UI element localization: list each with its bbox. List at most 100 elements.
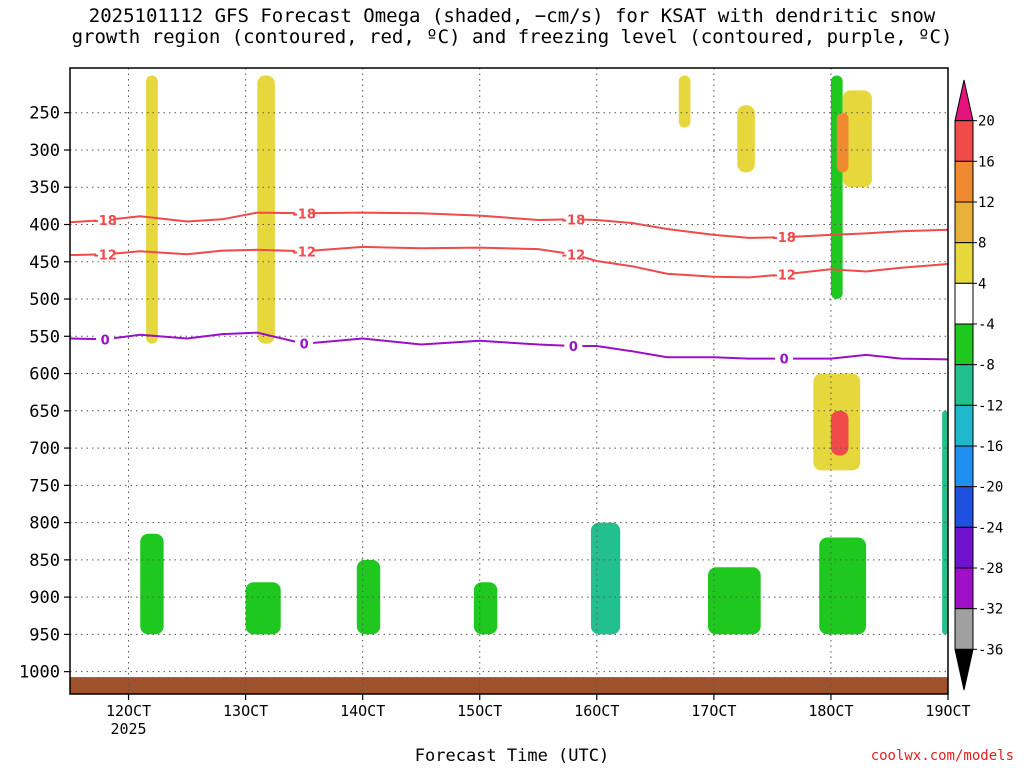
contour-label-0-0: 0 (101, 333, 110, 348)
colorbar-block-3 (954, 201, 974, 244)
contour--12 (69, 245, 949, 279)
omega-region-15 (842, 90, 872, 188)
contour-label-bg--12-0 (96, 247, 115, 262)
y-tick-label-15: 1000 (19, 663, 60, 683)
x-tick-label-4: 16OCT (574, 702, 619, 720)
y-tick-label-4: 450 (29, 253, 60, 273)
contour-label-bg-0-1 (295, 336, 314, 351)
contour-label-bg-0-3 (775, 351, 794, 366)
omega-region-16 (836, 112, 849, 173)
y-tick-label-5: 500 (29, 290, 60, 310)
contour-label-bg--18-3 (775, 230, 794, 245)
colorbar-label-0: 20 (978, 114, 995, 130)
colorbar-block-1 (954, 120, 974, 162)
omega-region-9 (456, 105, 469, 188)
y-tick-label-6: 550 (29, 327, 60, 347)
y-tick-label-3: 400 (29, 216, 60, 236)
x-tick-label-3: 15OCT (457, 702, 502, 720)
credit-link[interactable]: coolwx.com/models (870, 748, 1014, 764)
chart-title-line-2: growth region (contoured, red, ºC) and f… (71, 26, 953, 48)
x-tick-label-7: 19OCT (925, 702, 970, 720)
colorbar-block-13 (954, 608, 974, 650)
colorbar-block-14 (954, 648, 974, 691)
colorbar-block-6 (954, 323, 974, 366)
omega-region-13 (678, 75, 691, 128)
contour-label-bg--18-1 (295, 206, 314, 221)
omega-region-12 (257, 75, 275, 344)
colorbar-label-13: -36 (978, 642, 1003, 658)
contour-label--18-0: -18 (93, 214, 117, 229)
contour-label-0-3: 0 (780, 353, 789, 368)
chart-title: 2025101112 GFS Forecast Omega (shaded, −… (0, 6, 1024, 48)
y-tick-label-7: 600 (29, 365, 60, 385)
colorbar-label-8: -16 (978, 439, 1003, 455)
plot-frame (69, 67, 949, 695)
y-tick-label-8: 650 (29, 402, 60, 422)
contour-label-bg-0-0 (96, 332, 115, 347)
colorbar-label-7: -12 (978, 398, 1003, 414)
colorbar-block-0 (954, 79, 974, 122)
y-tick-label-11: 800 (29, 514, 60, 534)
y-tick-label-9: 700 (29, 439, 60, 459)
x-axis: 12OCT 13OCT 14OCT 15OCT 16OCT 17OCT 18OCT 19OCT… (106, 694, 971, 738)
y-axis: 250 300 350 400 450 500 550 600 650 700 750 800 850 9… (19, 104, 70, 683)
y-tick-label-14: 950 (29, 625, 60, 645)
y-tick-label-10: 750 (29, 476, 60, 496)
y-tick-label-13: 900 (29, 588, 60, 608)
y-tick-label-12: 850 (29, 551, 60, 571)
colorbar-block-11 (954, 526, 974, 569)
x-year-label: 2025 (110, 720, 146, 738)
colorbar-label-4: 4 (978, 276, 986, 292)
contour-label-bg-0-2 (564, 338, 583, 353)
colorbar-block-7 (954, 364, 974, 406)
x-tick-label-6: 18OCT (808, 702, 853, 720)
contour-label-bg--18-0 (96, 213, 115, 228)
contour-label--18-1: -18 (292, 207, 316, 222)
contour--18 (69, 211, 949, 239)
colorbar-label-3: 8 (978, 236, 986, 252)
contour-label--12-3: -12 (772, 268, 796, 283)
x-tick-label-2: 14OCT (340, 702, 385, 720)
colorbar: 20 16 12 8 4 -4 -8 -12 -16 -20 -24 -28 -32 -36 (954, 79, 1003, 691)
contour-label-bg--12-3 (775, 267, 794, 282)
x-tick-label-1: 13OCT (223, 702, 268, 720)
grid-layer (70, 68, 949, 694)
contour-label--12-0: -12 (93, 248, 117, 263)
x-tick-label-0: 12OCT (106, 702, 151, 720)
colorbar-block-8 (954, 404, 974, 447)
colorbar-block-12 (954, 567, 974, 610)
omega-region-1 (245, 582, 281, 635)
omega-region-10 (620, 105, 632, 173)
contour-label--18-2: -18 (562, 213, 586, 228)
contour-label--12-2: -12 (562, 248, 586, 263)
y-tick-label-2: 350 (29, 178, 60, 198)
omega-region-11 (146, 75, 158, 344)
colorbar-label-6: -8 (978, 358, 995, 374)
omega-region-2 (356, 559, 381, 635)
chart-title-line-1: 2025101112 GFS Forecast Omega (shaded, −… (88, 5, 936, 27)
colorbar-label-10: -24 (978, 520, 1003, 536)
colorbar-block-2 (954, 160, 974, 203)
colorbar-label-2: 12 (978, 195, 995, 211)
colorbar-label-1: 16 (978, 154, 995, 170)
colorbar-label-5: -4 (978, 317, 995, 333)
omega-region-6 (819, 537, 867, 635)
colorbar-label-9: -20 (978, 480, 1003, 496)
colorbar-label-11: -28 (978, 561, 1003, 577)
omega-region-4 (590, 522, 621, 635)
colorbar-block-5 (954, 282, 974, 325)
colorbar-label-12: -32 (978, 602, 1003, 618)
contour-label--18-3: -18 (772, 231, 796, 246)
omega-shading-layer (140, 75, 948, 635)
contour-label-bg--12-1 (295, 244, 314, 259)
y-tick-label-1: 300 (29, 141, 60, 161)
colorbar-block-4 (954, 242, 974, 284)
omega-region-18 (830, 410, 849, 456)
y-tick-label-0: 250 (29, 104, 60, 124)
omega-region-14 (737, 105, 755, 173)
contour-layer: -18 -18 -18 -18 -12 -12 -12 -12 0 0 0 0 (69, 206, 949, 368)
x-tick-label-5: 17OCT (691, 702, 736, 720)
x-axis-title: Forecast Time (UTC) (414, 746, 610, 766)
contour-0 (69, 331, 949, 361)
